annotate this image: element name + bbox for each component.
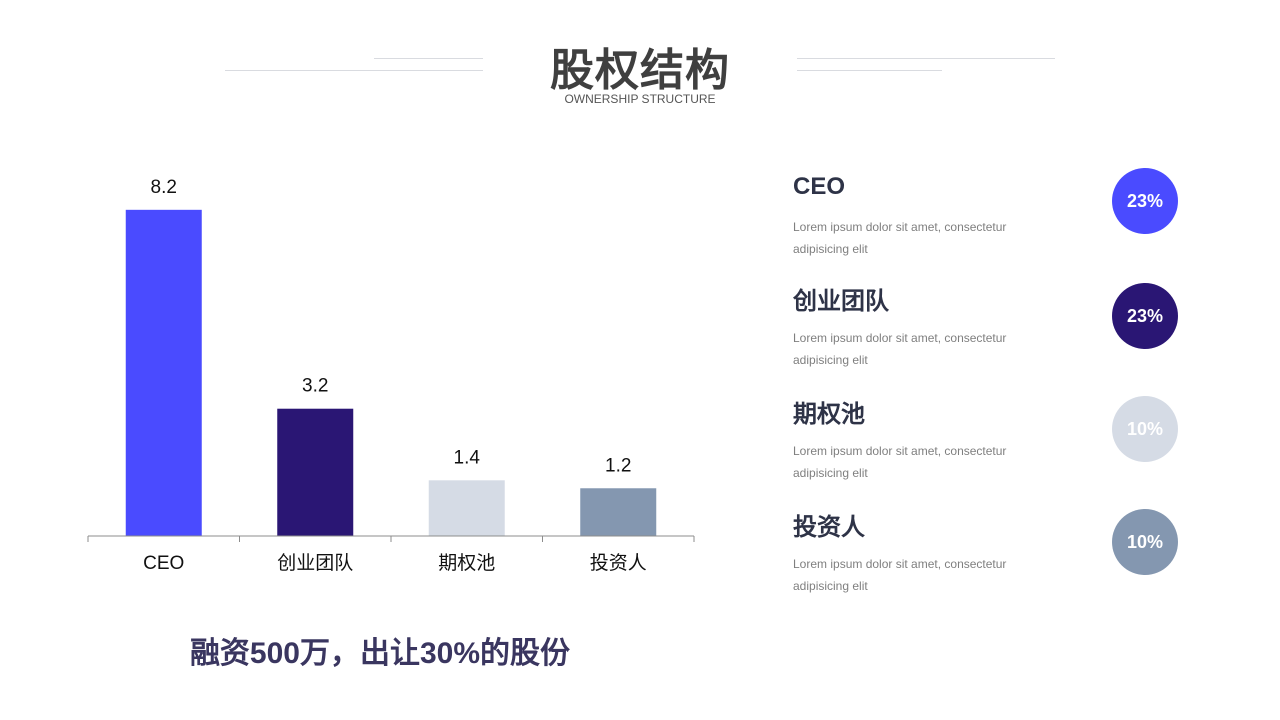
bar-value-label: 8.2 [151, 177, 177, 198]
legend-item-option-pool: 期权池 Lorem ipsum dolor sit amet, consecte… [793, 396, 1193, 500]
legend-item-name: 创业团队 [793, 288, 889, 315]
bar-value-label: 1.2 [605, 455, 631, 476]
bar-chart: 8.2 CEO 3.2 创业团队 1.4 期权池 1.2 投资人 [87, 177, 695, 574]
bar [580, 488, 657, 536]
title-deco-line-left-long [225, 70, 483, 71]
bar [428, 480, 505, 536]
legend-percent-badge: 10% [1112, 509, 1178, 575]
legend-item-desc: Lorem ipsum dolor sit amet, consectetur … [793, 557, 1007, 593]
x-tick-label: 投资人 [590, 552, 647, 574]
legend-item-desc: Lorem ipsum dolor sit amet, consectetur … [793, 444, 1007, 480]
legend-item-name: 期权池 [793, 401, 865, 428]
bar-value-label: 3.2 [302, 376, 328, 397]
bar [277, 408, 354, 536]
legend-percent-badge: 23% [1112, 168, 1178, 234]
summary-text: 融资500万，出让30%的股份 [189, 637, 571, 670]
legend-item-investor: 投资人 Lorem ipsum dolor sit amet, consecte… [793, 509, 1193, 613]
page-subtitle: OWNERSHIP STRUCTURE [564, 92, 716, 106]
legend-percent-badge: 10% [1112, 396, 1178, 462]
title-deco-line-right-long [797, 58, 1055, 59]
legend-item-desc: Lorem ipsum dolor sit amet, consectetur … [793, 220, 1007, 256]
x-tick-label: CEO [143, 553, 184, 574]
title-deco-line-left-short [374, 58, 483, 59]
legend-item-founding-team: 创业团队 Lorem ipsum dolor sit amet, consect… [793, 283, 1193, 387]
legend-item-desc: Lorem ipsum dolor sit amet, consectetur … [793, 331, 1007, 367]
legend-item-name: 投资人 [793, 514, 865, 541]
bar-value-label: 1.4 [454, 447, 481, 468]
legend-item-ceo: CEO Lorem ipsum dolor sit amet, consecte… [793, 168, 1193, 272]
x-tick-label: 创业团队 [277, 552, 353, 574]
bar [125, 209, 202, 537]
page-title: 股权结构 [550, 46, 730, 95]
legend-item-name: CEO [793, 173, 846, 200]
legend-percent-badge: 23% [1112, 283, 1178, 349]
x-tick-label: 期权池 [438, 552, 495, 574]
title-deco-line-right-short [797, 70, 942, 71]
